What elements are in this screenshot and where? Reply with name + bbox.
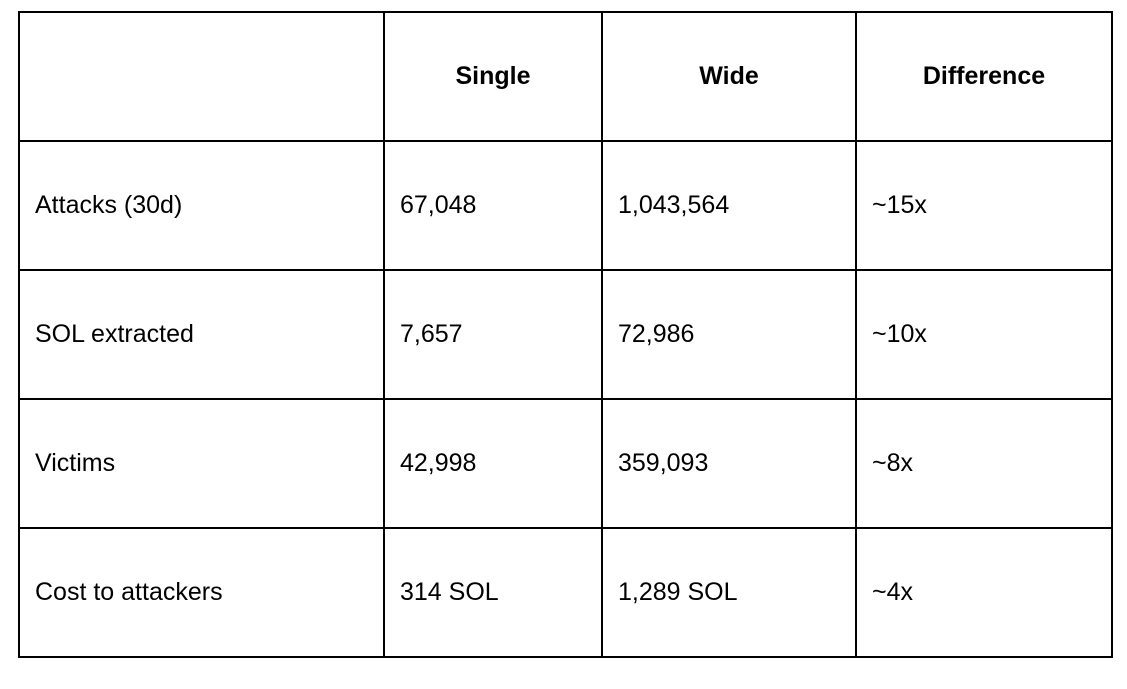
row-label: SOL extracted	[18, 269, 385, 400]
column-header: Single	[383, 11, 603, 142]
table-row: Victims 42,998 359,093 ~8x	[18, 398, 1113, 529]
column-header: Difference	[855, 11, 1113, 142]
table-cell: 72,986	[601, 269, 857, 400]
table-cell: 42,998	[383, 398, 603, 529]
table-cell: ~4x	[855, 527, 1113, 658]
table-cell: 67,048	[383, 140, 603, 271]
table-cell: ~15x	[855, 140, 1113, 271]
row-label: Attacks (30d)	[18, 140, 385, 271]
table-cell: 314 SOL	[383, 527, 603, 658]
table-row: SOL extracted 7,657 72,986 ~10x	[18, 269, 1113, 400]
table-cell: ~8x	[855, 398, 1113, 529]
table-cell: 1,289 SOL	[601, 527, 857, 658]
table-body: Attacks (30d) 67,048 1,043,564 ~15x SOL extr…	[18, 140, 1113, 658]
table-cell: 1,043,564	[601, 140, 857, 271]
table-row: Cost to attackers 314 SOL 1,289 SOL ~4x	[18, 527, 1113, 658]
header-row: Single Wide Difference	[18, 11, 1113, 142]
corner-cell	[18, 11, 385, 142]
table-cell: 359,093	[601, 398, 857, 529]
table-cell: ~10x	[855, 269, 1113, 400]
table-cell: 7,657	[383, 269, 603, 400]
row-label: Cost to attackers	[18, 527, 385, 658]
comparison-table: Single Wide Difference Attacks (30d) 67,048…	[18, 11, 1113, 658]
row-label: Victims	[18, 398, 385, 529]
column-header: Wide	[601, 11, 857, 142]
table-row: Attacks (30d) 67,048 1,043,564 ~15x	[18, 140, 1113, 271]
